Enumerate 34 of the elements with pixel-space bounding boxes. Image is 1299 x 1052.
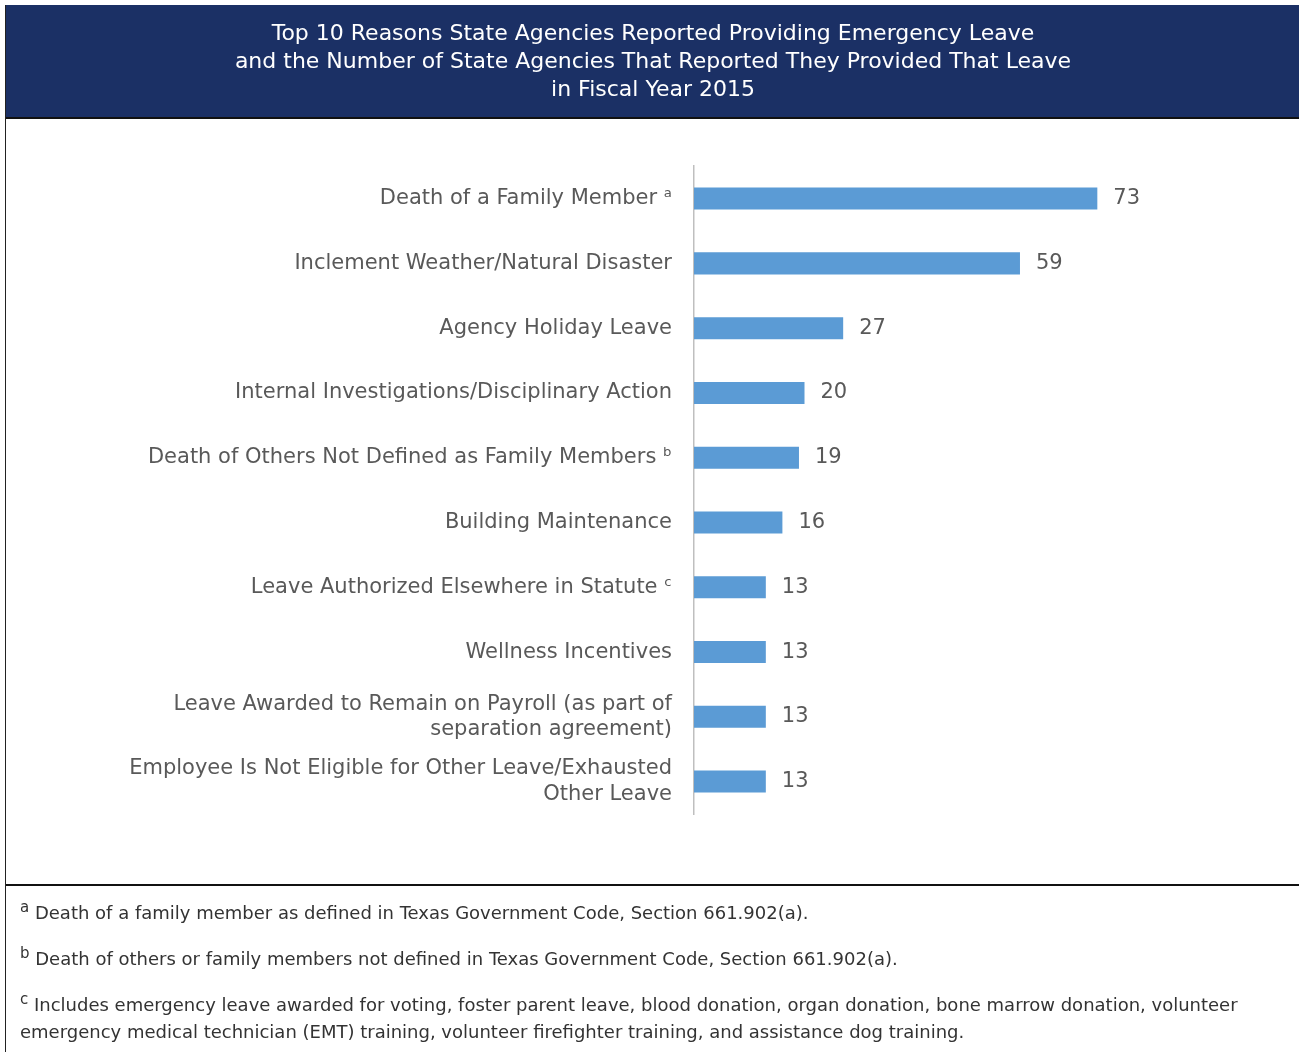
bar <box>694 187 1098 210</box>
data-label: 59 <box>1035 249 1063 274</box>
y-tick-label: Death of a Family Member ᵃ <box>379 185 672 210</box>
data-label: 27 <box>859 314 886 339</box>
data-label: 13 <box>781 703 809 728</box>
bar <box>694 511 783 534</box>
bar <box>694 705 766 728</box>
y-tick-label: Inclement Weather/Natural Disaster <box>294 249 673 274</box>
data-label: 16 <box>798 508 826 533</box>
y-tick-label: Leave Authorized Elsewhere in Statute ᶜ <box>250 573 672 598</box>
y-tick-label: Agency Holiday Leave <box>439 314 672 339</box>
y-tick-label: Wellness Incentives <box>465 638 672 663</box>
text: $^{a}$ Death of a family member as defined in Texas Government Code, Section 661.902(a). <box>20 897 810 925</box>
bar <box>694 446 799 469</box>
bar <box>694 252 1020 275</box>
bar <box>694 770 766 793</box>
data-label: 73 <box>1113 185 1141 210</box>
y-tick-label: Employee Is Not Eligible for Other Leave/Exhausted Other Leave <box>129 755 672 805</box>
y-tick-label: Death of Others Not Defined as Family Members ᵇ <box>147 444 672 469</box>
bar <box>694 641 766 664</box>
bar <box>694 381 805 404</box>
y-tick-label: Leave Awarded to Remain on Payroll (as part of separation agreement) <box>173 690 673 740</box>
text: $^{b}$ Death of others or family members not defined in Texas Government Code, Section 661.902(a). <box>20 943 899 971</box>
y-tick-label: Building Maintenance <box>444 508 672 533</box>
data-label: 13 <box>781 768 809 793</box>
data-label: 20 <box>820 379 848 404</box>
y-tick-label: Internal Investigations/Disciplinary Action <box>235 379 672 404</box>
text: $^{c}$ Includes emergency leave awarded for voting, foster parent leave, blood donation, organ donation, bone marrow donation, volunteer emergency medical technician (EMT) training, volunteer firefighter training, and assistance dog training. <box>20 989 1239 1044</box>
data-label: 13 <box>781 573 809 598</box>
bar <box>694 317 844 340</box>
bar <box>694 576 766 599</box>
data-label: 19 <box>814 444 842 469</box>
chart-title: Top 10 Reasons State Agencies Reported Providing Emergency Leave and the Number of State Agencies That Reported They Provided That Leave in Fiscal Year 2015 <box>6 5 1299 119</box>
data-label: 13 <box>781 638 809 663</box>
